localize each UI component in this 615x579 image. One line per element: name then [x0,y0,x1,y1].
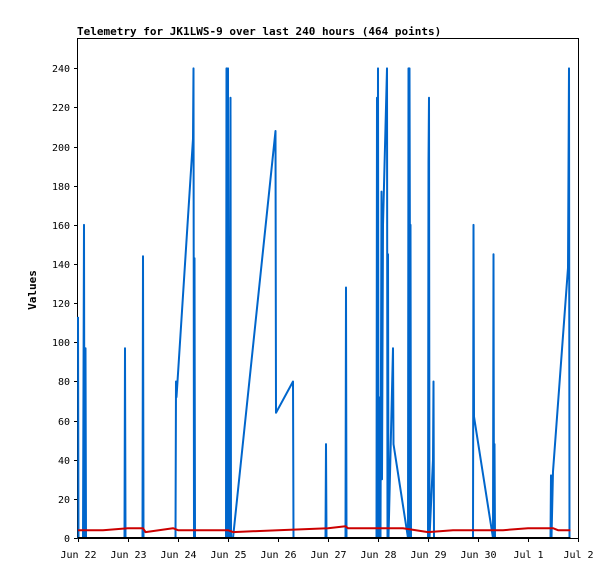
x-tick-label: Jun 26 [260,550,296,561]
series-1-line [77,67,571,539]
x-tick-label: Jun 30 [460,550,496,561]
y-tick-label: 120 [52,299,70,310]
y-tick-label: 180 [52,182,70,193]
x-tick-label: Jul 2 [563,550,593,561]
y-tick-label: 140 [52,260,70,271]
x-tick-label: Jun 24 [160,550,196,561]
y-tick-label: 0 [64,534,70,545]
y-tick-label: 40 [58,456,70,467]
x-tick-label: Jun 22 [60,550,96,561]
series-2-line [78,525,571,534]
y-axis: 0 20 40 60 80 100 120 140 160 180 200 220 240 [52,64,78,545]
x-tick-label: Jun 28 [360,550,396,561]
chart-title: Telemetry for JK1LWS-9 over last 240 hou… [77,25,441,38]
x-tick-label: Jun 29 [410,550,446,561]
y-axis-label: Values [26,270,39,310]
y-tick-label: 240 [52,64,70,75]
x-tick-label: Jun 27 [310,550,346,561]
x-tick-label: Jul 1 [513,550,543,561]
x-tick-label: Jun 25 [210,550,246,561]
y-tick-label: 220 [52,103,70,114]
x-tick-label: Jun 23 [110,550,146,561]
y-tick-label: 200 [52,143,70,154]
plot-frame [77,38,579,539]
series-layer [77,67,571,539]
y-tick-label: 20 [58,495,70,506]
y-tick-label: 100 [52,338,70,349]
y-tick-label: 160 [52,221,70,232]
y-tick-label: 80 [58,377,70,388]
y-tick-label: 60 [58,417,70,428]
x-axis: Jun 22 Jun 23 Jun 24 Jun 25 Jun 26 Jun 27 Jun … [60,538,594,561]
